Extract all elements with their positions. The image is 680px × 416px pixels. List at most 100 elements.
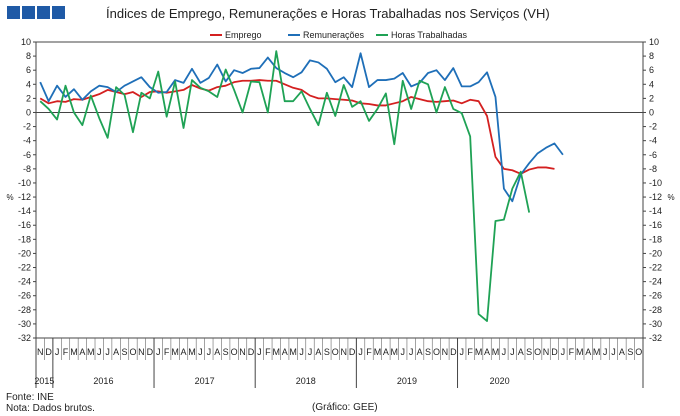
year-label: 2019	[397, 376, 417, 386]
month-label: O	[433, 347, 440, 357]
y-tick-label-right: -16	[649, 220, 662, 230]
month-label: N	[442, 347, 449, 357]
month-label: A	[214, 347, 220, 357]
month-label: A	[181, 347, 187, 357]
month-label: F	[366, 347, 372, 357]
month-label: A	[113, 347, 119, 357]
y-tick-label-right: -10	[649, 178, 662, 188]
month-label: M	[492, 347, 500, 357]
y-tick-label-left: -20	[18, 248, 31, 258]
y-tick-label-right: -14	[649, 206, 662, 216]
month-label: J	[358, 347, 363, 357]
y-tick-label-right: 2	[649, 93, 654, 103]
month-label: J	[207, 347, 212, 357]
year-label: 2015	[34, 376, 54, 386]
month-label: M	[374, 347, 382, 357]
y-tick-label-left: -22	[18, 263, 31, 273]
month-label: J	[55, 347, 60, 357]
source-note: Fonte: INE	[6, 392, 54, 403]
month-label: O	[534, 347, 541, 357]
month-label: S	[324, 347, 330, 357]
y-tick-label-right: -24	[649, 277, 662, 287]
month-label: A	[585, 347, 591, 357]
chart-credit: (Gráfico: GEE)	[312, 402, 378, 413]
month-label: J	[156, 347, 161, 357]
y-tick-label-right: -12	[649, 192, 662, 202]
month-label: A	[383, 347, 389, 357]
month-label: A	[282, 347, 288, 357]
month-label: N	[138, 347, 145, 357]
y-tick-label-right: 6	[649, 65, 654, 75]
logo-block-1	[7, 6, 20, 19]
month-label: J	[105, 347, 110, 357]
month-label: D	[45, 347, 52, 357]
series-line-2	[39, 50, 531, 322]
month-label: D	[551, 347, 558, 357]
y-tick-label-left: -10	[18, 178, 31, 188]
logo-block-2	[22, 6, 35, 19]
month-label: D	[349, 347, 356, 357]
month-label: N	[37, 347, 44, 357]
month-label: F	[467, 347, 473, 357]
y-tick-label-right: -2	[649, 122, 657, 132]
y-tick-label-left: 2	[26, 93, 31, 103]
month-label: J	[97, 347, 102, 357]
month-label: A	[315, 347, 321, 357]
month-label: J	[603, 347, 608, 357]
month-label: F	[265, 347, 271, 357]
data-note: Nota: Dados brutos.	[6, 403, 95, 414]
month-label: J	[409, 347, 414, 357]
year-label: 2020	[490, 376, 510, 386]
y-tick-label-left: 0	[26, 107, 31, 117]
year-label: 2017	[195, 376, 215, 386]
y-tick-label-right: -32	[649, 333, 662, 343]
month-label: O	[129, 347, 136, 357]
y-tick-label-left: -28	[18, 305, 31, 315]
y-tick-label-right: -6	[649, 150, 657, 160]
y-tick-label-left: -6	[23, 150, 31, 160]
month-label: M	[70, 347, 78, 357]
month-label: J	[257, 347, 262, 357]
y-axis-label-right: %	[667, 193, 674, 202]
legend-label-2: Horas Trabalhadas	[391, 30, 468, 40]
month-label: M	[475, 347, 483, 357]
month-label: A	[518, 347, 524, 357]
y-tick-label-left: -4	[23, 136, 31, 146]
month-label: D	[450, 347, 457, 357]
y-tick-label-right: 8	[649, 51, 654, 61]
month-label: M	[391, 347, 399, 357]
month-label: M	[576, 347, 584, 357]
month-label: A	[417, 347, 423, 357]
y-tick-label-right: -20	[649, 248, 662, 258]
month-label: J	[198, 347, 203, 357]
month-label: D	[147, 347, 154, 357]
legend-label-1: Remunerações	[303, 30, 365, 40]
month-label: F	[164, 347, 170, 357]
y-tick-label-left: 8	[26, 51, 31, 61]
month-label: S	[223, 347, 229, 357]
y-tick-label-right: 0	[649, 107, 654, 117]
month-label: S	[627, 347, 633, 357]
y-tick-label-right: -18	[649, 234, 662, 244]
month-label: N	[239, 347, 246, 357]
month-label: A	[619, 347, 625, 357]
y-tick-label-left: -16	[18, 220, 31, 230]
plot-area	[35, 41, 644, 339]
y-tick-label-right: 10	[649, 37, 659, 47]
y-tick-label-left: 6	[26, 65, 31, 75]
month-label: O	[231, 347, 238, 357]
month-label: M	[188, 347, 196, 357]
month-label: J	[611, 347, 616, 357]
month-label: M	[273, 347, 281, 357]
y-tick-label-left: -30	[18, 319, 31, 329]
month-label: A	[484, 347, 490, 357]
y-tick-label-right: -22	[649, 263, 662, 273]
month-label: N	[543, 347, 550, 357]
y-tick-label-left: -2	[23, 122, 31, 132]
series-line-0	[39, 79, 555, 175]
y-tick-label-right: -26	[649, 291, 662, 301]
month-label: F	[569, 347, 575, 357]
logo-block-4	[52, 6, 65, 19]
